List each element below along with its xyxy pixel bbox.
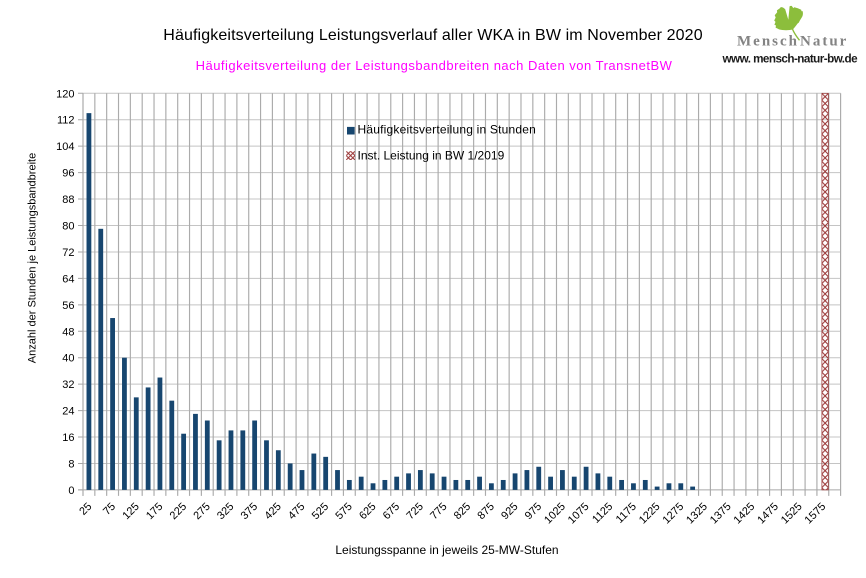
svg-text:Häufigkeitsverteilung in Stund: Häufigkeitsverteilung in Stunden <box>358 123 537 137</box>
svg-text:64: 64 <box>62 273 74 285</box>
svg-text:8: 8 <box>68 458 74 470</box>
svg-text:104: 104 <box>56 141 74 153</box>
svg-text:88: 88 <box>62 194 74 206</box>
svg-text:72: 72 <box>62 247 74 259</box>
svg-text:32: 32 <box>62 379 74 391</box>
svg-text:Häufigkeitsverteilung der Leis: Häufigkeitsverteilung der Leistungsbandb… <box>196 58 673 73</box>
svg-text:48: 48 <box>62 326 74 338</box>
svg-text:0: 0 <box>68 485 74 497</box>
svg-text:Inst. Leistung in BW 1/2019: Inst. Leistung in BW 1/2019 <box>358 148 505 162</box>
svg-text:16: 16 <box>62 432 74 444</box>
svg-text:Natur: Natur <box>800 34 848 50</box>
svg-text:Mensch: Mensch <box>737 34 799 50</box>
svg-text:56: 56 <box>62 300 74 312</box>
svg-text:www. mensch-natur-bw.de: www. mensch-natur-bw.de <box>722 53 859 66</box>
svg-text:Anzahl der Stunden je Leistung: Anzahl der Stunden je Leistungsbandbreit… <box>27 153 39 363</box>
svg-text:96: 96 <box>62 168 74 180</box>
svg-text:Leistungsspanne in jeweils 25-: Leistungsspanne in jeweils 25-MW-Stufen <box>335 543 558 557</box>
svg-text:Häufigkeitsverteilung Leistung: Häufigkeitsverteilung Leistungsverlauf a… <box>163 27 702 44</box>
svg-text:40: 40 <box>62 353 74 365</box>
svg-text:24: 24 <box>62 406 74 418</box>
svg-text:80: 80 <box>62 221 74 233</box>
svg-text:112: 112 <box>57 115 75 127</box>
svg-text:120: 120 <box>56 88 74 100</box>
